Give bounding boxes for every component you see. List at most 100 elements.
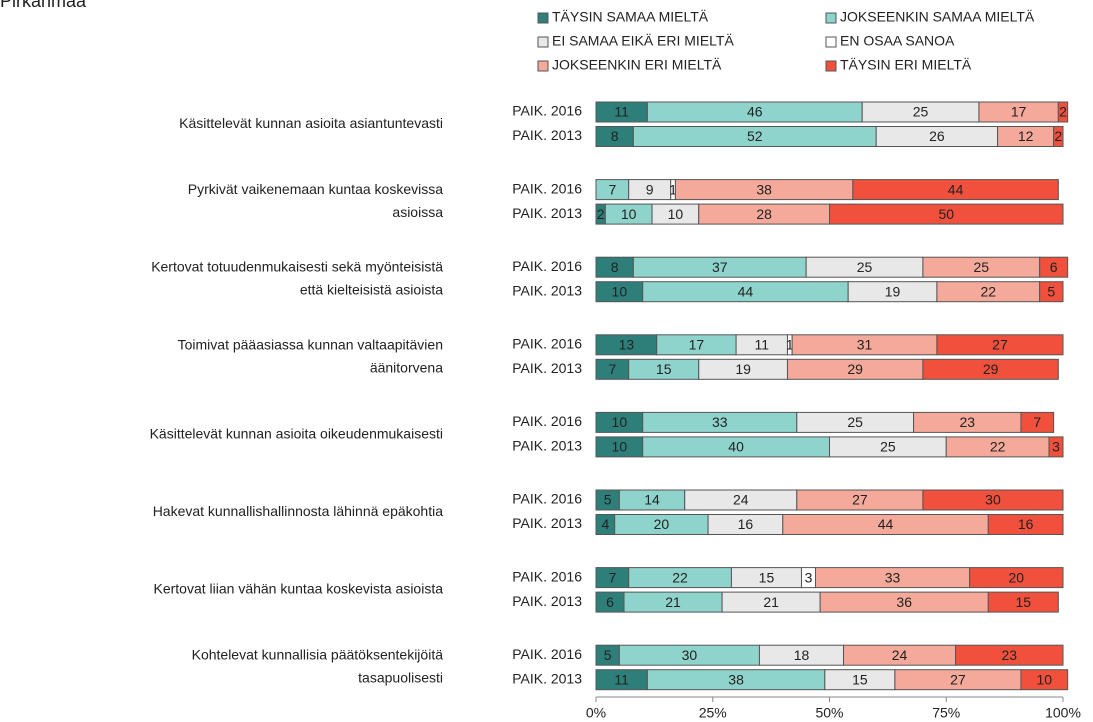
data-label: 12	[1018, 128, 1034, 144]
data-label: 6	[606, 594, 614, 610]
data-label: 46	[747, 104, 763, 120]
data-label: 11	[614, 104, 629, 120]
data-label: 24	[892, 647, 908, 663]
bar-segment	[955, 644, 1064, 666]
legend-label: JOKSEENKIN SAMAA MIELTÄ	[840, 9, 1035, 25]
data-label: 27	[950, 671, 966, 687]
x-tick-label: 100%	[1045, 705, 1081, 721]
data-label: 44	[948, 181, 964, 197]
data-label: 2	[1054, 128, 1062, 144]
category-label: tasapuolisesti	[358, 670, 443, 686]
legend-swatch	[537, 12, 549, 24]
group-label: PAIK. 2016	[512, 491, 582, 507]
data-label: 20	[1009, 569, 1025, 585]
data-label: 20	[654, 516, 670, 532]
category-label: Hakevat kunnallishallinnosta lähinnä epä…	[153, 503, 444, 519]
bar-segment	[1039, 281, 1064, 303]
data-label: 7	[1033, 414, 1041, 430]
data-label: 8	[611, 259, 619, 275]
data-label: 3	[1052, 439, 1060, 455]
bar-segment	[1039, 256, 1069, 278]
legend-label: EI SAMAA EIKÄ ERI MIELTÄ	[552, 33, 734, 49]
category-label: Käsittelevät kunnan asioita oikeudenmuka…	[150, 425, 443, 441]
data-label: 10	[1037, 671, 1053, 687]
group-label: PAIK. 2013	[512, 670, 582, 686]
legend-swatch	[825, 60, 837, 72]
category-label: Toimivat pääasiassa kunnan valtaapitävie…	[178, 336, 443, 352]
group-label: PAIK. 2013	[512, 593, 582, 609]
data-label: 25	[913, 104, 929, 120]
group-label: PAIK. 2016	[512, 413, 582, 429]
data-label: 23	[959, 414, 975, 430]
group-label: PAIK. 2013	[512, 205, 582, 221]
data-label: 33	[885, 569, 901, 585]
data-label: 11	[614, 671, 629, 687]
category-label: että kielteisistä asioista	[300, 282, 443, 298]
x-tick-label: 50%	[815, 705, 843, 721]
data-label: 30	[985, 492, 1001, 508]
data-label: 22	[980, 283, 996, 299]
data-label: 27	[852, 492, 868, 508]
x-tick-label: 0%	[586, 705, 606, 721]
data-label: 10	[612, 414, 628, 430]
data-label: 9	[646, 181, 654, 197]
data-label: 26	[929, 128, 945, 144]
bar-segment	[987, 514, 1064, 535]
data-label: 11	[755, 337, 770, 353]
data-label: 2	[1059, 104, 1067, 120]
data-label: 16	[1018, 516, 1034, 532]
group-label: PAIK. 2016	[512, 568, 582, 584]
bar-segment	[829, 203, 1064, 225]
data-label: 52	[747, 128, 763, 144]
data-label: 10	[612, 439, 628, 455]
legend-swatch	[537, 36, 549, 48]
data-label: 10	[612, 283, 628, 299]
group-label: PAIK. 2016	[512, 258, 582, 274]
bar-segment	[1020, 669, 1069, 691]
group-label: PAIK. 2016	[512, 646, 582, 662]
data-label: 1	[669, 181, 677, 197]
data-label: 44	[878, 516, 894, 532]
group-label: PAIK. 2013	[512, 282, 582, 298]
data-label: 1	[786, 337, 794, 353]
bar-segment	[987, 591, 1059, 613]
data-label: 13	[619, 337, 635, 353]
legend-swatch	[537, 60, 549, 72]
category-label: Pyrkivät vaikenemaan kuntaa koskevissa	[188, 181, 443, 197]
data-label: 10	[668, 206, 684, 222]
category-label: Kohtelevat kunnallisia päätöksentekijöit…	[192, 647, 444, 663]
group-label: PAIK. 2013	[512, 127, 582, 143]
bar-segment	[852, 179, 1059, 201]
data-label: 5	[604, 647, 612, 663]
data-label: 7	[608, 361, 616, 377]
data-label: 25	[847, 414, 863, 430]
data-label: 15	[852, 671, 868, 687]
data-label: 19	[885, 283, 901, 299]
data-label: 5	[604, 492, 612, 508]
x-tick-label: 75%	[932, 705, 960, 721]
legend-label: TÄYSIN SAMAA MIELTÄ	[552, 9, 709, 25]
data-label: 38	[728, 671, 744, 687]
bar-segment	[969, 567, 1064, 589]
category-label: Kertovat totuudenmukaisesti sekä myöntei…	[151, 259, 443, 275]
data-label: 21	[665, 594, 681, 610]
group-label: PAIK. 2013	[512, 515, 582, 531]
data-label: 7	[608, 569, 616, 585]
data-label: 17	[1011, 104, 1027, 120]
bar-segment	[1053, 126, 1064, 147]
data-label: 25	[857, 259, 873, 275]
data-label: 18	[794, 647, 810, 663]
data-label: 6	[1050, 259, 1058, 275]
data-label: 15	[759, 569, 775, 585]
chart-title: Pirkanmaa	[0, 0, 87, 11]
data-label: 15	[656, 361, 672, 377]
data-label: 5	[1047, 283, 1055, 299]
group-label: PAIK. 2016	[512, 103, 582, 119]
data-label: 22	[990, 439, 1006, 455]
group-label: PAIK. 2016	[512, 336, 582, 352]
data-label: 2	[597, 206, 605, 222]
legend-label: TÄYSIN ERI MIELTÄ	[840, 57, 972, 73]
data-label: 27	[992, 337, 1008, 353]
data-label: 4	[601, 516, 609, 532]
